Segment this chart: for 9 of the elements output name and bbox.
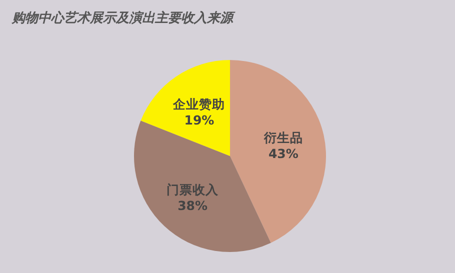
slice-label: 门票收入 <box>166 182 220 197</box>
pie-slice <box>140 60 230 156</box>
data-label: 19% <box>184 112 215 128</box>
pie-slice <box>230 60 326 243</box>
data-label: 43% <box>268 146 299 162</box>
slice-label: 企业赞助 <box>172 96 226 112</box>
slice-label: 衍生品 <box>262 130 303 146</box>
chart-title: 购物中心艺术展示及演出主要收入来源 <box>11 10 236 26</box>
data-label: 38% <box>178 198 208 213</box>
